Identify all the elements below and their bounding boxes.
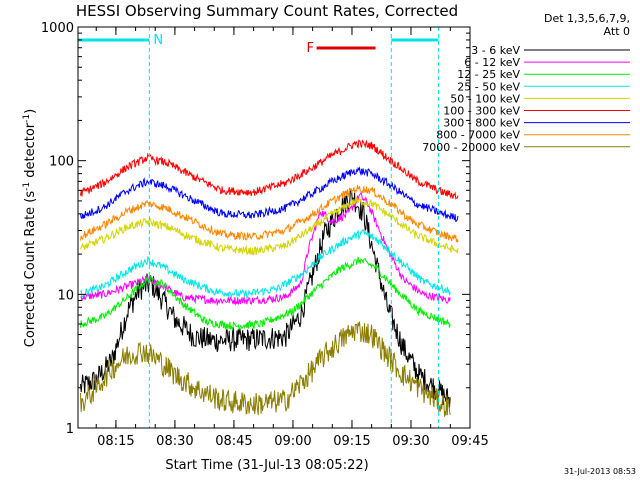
x-tick-label-1: 08:15	[97, 434, 134, 449]
x-axis-label: Start Time (31-Jul-13 08:05:22)	[165, 458, 368, 473]
legend-label-5: 50 - 100 keV	[450, 92, 520, 105]
series-line-6	[80, 139, 459, 200]
x-tick-label-7: 09:45	[451, 434, 488, 449]
y-axis-label-end: )	[23, 109, 38, 114]
series-line-3	[80, 257, 451, 332]
legend-header-line-2: Att 0	[604, 25, 630, 38]
legend-label-3: 12 - 25 keV	[457, 68, 520, 81]
legend-header-line-1: Det 1,3,5,6,7,9,	[544, 12, 630, 25]
x-tick-label-3: 08:45	[215, 434, 252, 449]
y-tick-label-3: 100	[49, 155, 74, 170]
y-axis-label-main: Corrected Count Rate (s	[23, 191, 38, 348]
series-line-5	[80, 197, 459, 256]
series-line-7	[80, 166, 459, 223]
timestamp-text: 31-Jul-2013 08:53	[564, 467, 636, 476]
legend-label-1: 3 - 6 keV	[471, 44, 520, 57]
legend-label-8: 800 - 7000 keV	[436, 129, 520, 142]
legend-label-4: 25 - 50 keV	[457, 80, 520, 93]
legend-label-7: 300 - 800 keV	[443, 117, 520, 130]
legend-label-6: 100 - 300 keV	[443, 105, 520, 118]
y-axis-label-sup2: -1	[22, 114, 32, 123]
y-tick-label-4: 1000	[41, 21, 74, 36]
y-tick-label-1: 1	[66, 422, 74, 437]
y-axis-label: Corrected Count Rate (s-1 detector-1)	[22, 109, 38, 347]
chart-title: HESSI Observing Summary Count Rates, Cor…	[76, 2, 458, 20]
series-line-1	[80, 188, 451, 408]
x-tick-label-5: 09:15	[333, 434, 370, 449]
plot-area: NF	[78, 27, 459, 428]
y-tick-label-2: 10	[57, 288, 74, 303]
legend-label-2: 6 - 12 keV	[464, 56, 520, 69]
state-marker-label-2: F	[307, 41, 314, 56]
y-axis-label-sup1: -1	[22, 182, 32, 191]
series-line-4	[80, 229, 451, 300]
x-tick-label-2: 08:30	[156, 434, 193, 449]
x-tick-label-4: 09:00	[274, 434, 311, 449]
series-line-8	[80, 184, 459, 243]
state-marker-label-1: N	[153, 33, 163, 48]
x-tick-label-6: 09:30	[392, 434, 429, 449]
plot-frame	[77, 26, 471, 429]
series-line-9	[80, 321, 451, 417]
legend-label-9: 7000 - 20000 keV	[422, 141, 520, 154]
y-axis-label-mid: detector	[23, 122, 38, 182]
